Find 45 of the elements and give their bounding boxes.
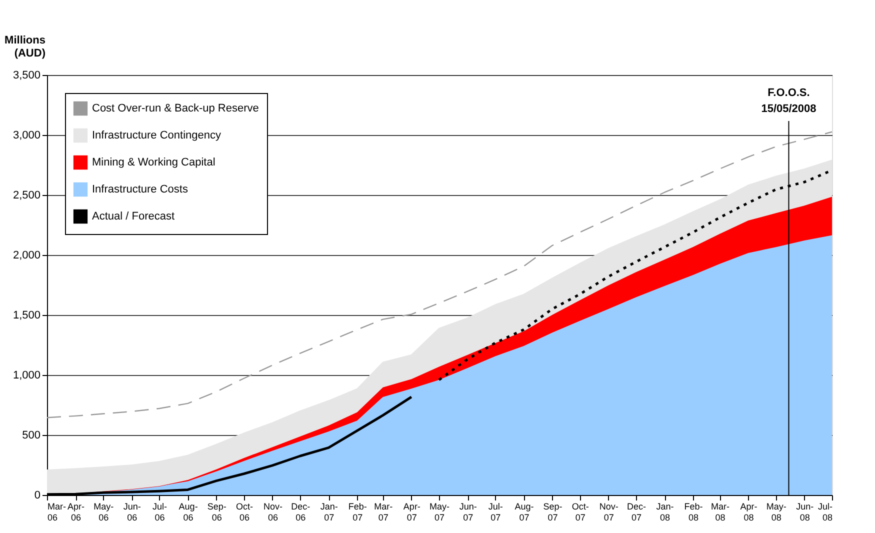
y-tick-label: 500 [22, 430, 40, 442]
legend-label: Cost Over-run & Back-up Reserve [92, 102, 259, 114]
x-tick-label: Oct-07 [572, 502, 589, 522]
x-tick-label: Sep-06 [207, 502, 226, 522]
y-tick-label: 0 [34, 490, 40, 502]
x-tick-label: May-07 [430, 502, 450, 522]
x-tick-label: Jun-07 [459, 502, 477, 522]
ref-line-label: F.O.O.S. 15/05/2008 [761, 87, 816, 115]
x-tick-label: Mar-07 [374, 502, 393, 522]
x-tick-label: Oct-06 [236, 502, 253, 522]
x-tick-label: Nov-06 [263, 502, 282, 522]
y-tick-label: 1,000 [12, 370, 40, 382]
x-tick-label: Jan-08 [656, 502, 674, 522]
y-tick-label: 3,000 [12, 130, 40, 142]
x-tick-label: Dec-07 [626, 502, 646, 522]
legend-label: Actual / Forecast [92, 210, 175, 222]
y-tick-label: 3,500 [12, 70, 40, 82]
x-tick-label: Dec-06 [291, 502, 310, 522]
x-tick-label: Feb-07 [348, 502, 367, 522]
y-tick-label: 2,500 [12, 190, 40, 202]
legend-label: Infrastructure Contingency [92, 130, 222, 142]
x-tick-label: Apr-07 [403, 502, 420, 522]
x-tick-label: Nov-07 [599, 502, 618, 522]
y-tick-label: 1,500 [12, 310, 40, 322]
x-tick-label: Jul-06 [152, 502, 168, 522]
x-tick-label: Jun-06 [123, 502, 141, 522]
y-axis-title: Millions (AUD) [4, 34, 46, 60]
y-tick-label: 2,000 [12, 250, 40, 262]
x-tick-label: Jul-07 [488, 502, 503, 522]
x-tick-label: May-08 [766, 502, 786, 522]
line-series [46, 131, 833, 418]
x-tick-label: Mar-08 [710, 502, 730, 522]
x-tick-label: Mar-06 [48, 502, 66, 522]
x-tick-label: Feb-08 [684, 502, 703, 522]
x-tick-label: Jul-08 [818, 502, 832, 522]
legend-label: Mining & Working Capital [92, 156, 216, 168]
x-tick-label: Aug-07 [514, 502, 534, 522]
x-tick-label: Apr-08 [740, 502, 758, 522]
x-tick-label: Apr-06 [68, 502, 85, 522]
x-tick-label: May-06 [94, 502, 114, 522]
x-tick-label: Jun-08 [796, 502, 814, 522]
x-tick-label: Jan-07 [320, 502, 338, 522]
x-tick-label: Aug-06 [178, 502, 198, 522]
x-tick-label: Sep-07 [543, 502, 562, 522]
legend-label: Infrastructure Costs [92, 184, 188, 196]
